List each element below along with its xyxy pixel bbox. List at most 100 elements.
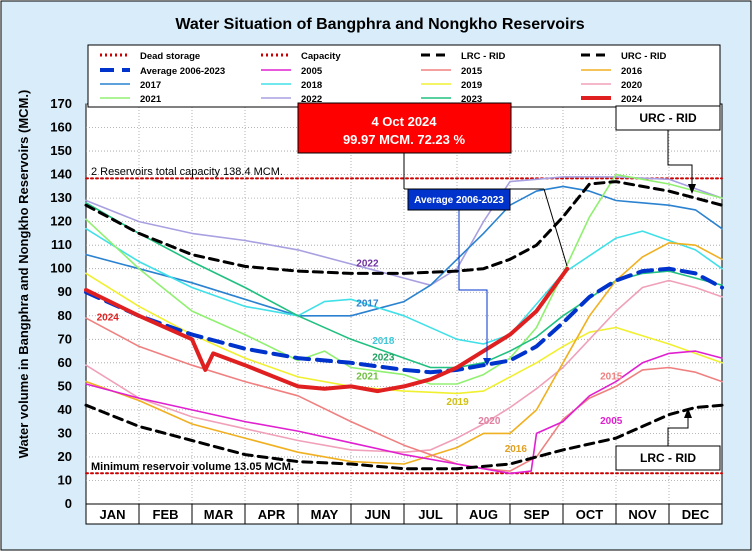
y-tick-label: 130 — [50, 190, 72, 205]
series-label: 2022 — [356, 258, 379, 269]
series-label: 2024 — [97, 312, 120, 323]
y-tick-labels: 0 10 20 30 40 50 60 70 80 90 100 110 120 130 140 150 160… — [50, 96, 72, 511]
average-arrowhead — [483, 358, 491, 366]
legend-label: Average 2006-2023 — [140, 66, 225, 77]
series-line-2017 — [85, 185, 723, 317]
y-tick-label: 80 — [58, 308, 72, 323]
lrc-callout: LRC - RID — [615, 408, 721, 471]
y-tick-label: 110 — [51, 237, 72, 252]
series-label: 2023 — [372, 352, 395, 363]
legend: Dead storage Capacity LRC - RID URC - RID Av… — [87, 44, 721, 108]
y-tick-label: 30 — [58, 425, 72, 440]
month-tick-label: JAN — [99, 507, 125, 522]
series-label: 2016 — [505, 444, 528, 455]
series-line-2019 — [85, 272, 723, 395]
month-tick-label: JUN — [364, 507, 390, 522]
legend-label: 2020 — [621, 80, 642, 91]
month-tick-label: AUG — [469, 507, 498, 522]
urc-callout: URC - RID — [615, 105, 721, 194]
y-axis-label: Water volume in Bangphra and Nongkho Res… — [16, 90, 31, 459]
series-line-2016 — [85, 242, 723, 465]
legend-label: Capacity — [301, 51, 341, 62]
chart-title: Water Situation of Bangphra and Nongkho … — [175, 16, 584, 33]
series-line-2018 — [85, 227, 723, 345]
month-tick-label: NOV — [628, 507, 657, 522]
y-tick-label: 20 — [58, 449, 72, 464]
average-box — [407, 188, 511, 211]
y-tick-label: 170 — [50, 96, 72, 111]
series-label: 2019 — [446, 397, 469, 408]
urc-box-text: URC - RID — [639, 111, 697, 125]
series-label: 2021 — [356, 371, 379, 382]
month-tick-label: APR — [258, 507, 286, 522]
y-tick-label: 50 — [58, 378, 72, 393]
month-tick-label: MAY — [311, 507, 339, 522]
month-tick-label: JUL — [418, 507, 443, 522]
series-line-urc-rid — [84, 180, 724, 275]
month-tick-label: DEC — [682, 507, 710, 522]
month-axis: JAN FEB MAR APR MAY JUN JUL AUG SEP OCT NOV DEC — [85, 503, 723, 525]
legend-label: 2005 — [301, 66, 323, 77]
month-tick-label: OCT — [576, 507, 604, 522]
callout-leader-end — [543, 188, 568, 267]
y-tick-label: 0 — [65, 496, 72, 511]
month-tick-label: SEP — [523, 507, 549, 522]
y-tick-label: 150 — [50, 143, 72, 158]
capacity-text: 2 Reservoirs total capacity 138.4 MCM. — [91, 166, 283, 178]
callout-2024: 4 Oct 2024 99.97 MCM. 72.23 % — [297, 102, 568, 267]
series-label: 2017 — [356, 298, 379, 309]
callout-box — [297, 102, 512, 154]
legend-label: 2015 — [461, 66, 483, 77]
series-label: 2020 — [478, 416, 501, 427]
series-inline-labels: 2022 2017 2018 2023 2021 2019 2020 2016 2015 2005… — [97, 258, 623, 455]
urc-leader — [667, 130, 693, 190]
month-cell — [668, 503, 723, 525]
series-label: 2005 — [600, 416, 623, 427]
legend-box — [87, 44, 721, 108]
urc-arrowhead — [688, 184, 696, 194]
series-line-2021 — [85, 173, 723, 385]
series-lines — [84, 173, 724, 475]
month-tick-label: MAR — [204, 507, 234, 522]
callout-value: 99.97 MCM. 72.23 % — [343, 132, 466, 147]
legend-label: 2024 — [621, 94, 643, 105]
legend-label: 2019 — [461, 80, 482, 91]
y-tick-label: 160 — [50, 120, 72, 135]
legend-label: 2022 — [301, 94, 322, 105]
y-tick-label: 90 — [58, 284, 72, 299]
series-line-average-2006-2023 — [84, 266, 724, 375]
series-label: 2015 — [600, 371, 623, 382]
month-tick-label: FEB — [153, 507, 179, 522]
legend-label: URC - RID — [621, 51, 667, 62]
dead-storage-annotation: Minimum reservoir volume 13.05 MCM. — [91, 461, 294, 473]
lrc-box — [615, 445, 721, 471]
series-line-2024 — [84, 266, 570, 394]
callout-date: 4 Oct 2024 — [371, 114, 437, 129]
series-line-2020 — [85, 279, 723, 454]
urc-box — [615, 105, 721, 131]
legend-label: 2021 — [140, 94, 162, 105]
y-tick-label: 60 — [58, 355, 72, 370]
average-leader — [458, 210, 488, 364]
legend-label: Dead storage — [140, 51, 200, 62]
capacity-annotation: 2 Reservoirs total capacity 138.4 MCM. — [91, 166, 283, 178]
y-tick-label: 100 — [50, 261, 72, 276]
series-line-lrc-rid — [84, 403, 724, 471]
legend-label: 2023 — [461, 94, 482, 105]
lrc-leader — [667, 414, 689, 446]
y-tick-label: 120 — [50, 214, 72, 229]
lrc-arrowhead — [684, 408, 692, 418]
y-tick-label: 10 — [58, 472, 72, 487]
lrc-box-text: LRC - RID — [640, 451, 696, 465]
average-callout: Average 2006-2023 — [407, 188, 511, 366]
series-line-2022 — [85, 176, 723, 287]
legend-label: LRC - RID — [461, 51, 505, 62]
average-box-text: Average 2006-2023 — [414, 195, 504, 206]
y-tick-label: 40 — [58, 402, 72, 417]
y-tick-label: 70 — [58, 331, 72, 346]
series-line-2023 — [85, 202, 723, 369]
dead-storage-text: Minimum reservoir volume 13.05 MCM. — [91, 461, 294, 473]
series-line-2005 — [85, 350, 723, 475]
series-label: 2018 — [372, 336, 395, 347]
